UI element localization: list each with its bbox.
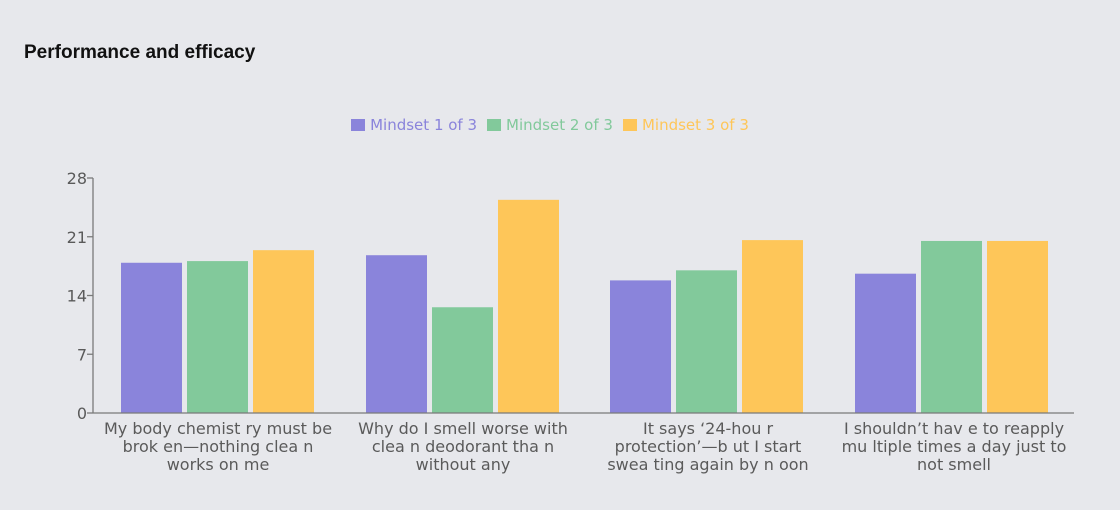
y-tick-label: 14	[67, 287, 87, 306]
legend-label-mindset-2: Mindset 2 of 3	[506, 116, 613, 134]
x-tick-label-1: My body chemist ry must be brok en—nothi…	[103, 419, 333, 474]
legend-item-mindset-2[interactable]: Mindset 2 of 3	[487, 116, 613, 134]
bar-series-2-category-4[interactable]	[921, 240, 982, 413]
bar-series-2-category-3[interactable]	[676, 270, 737, 413]
bar-series-1-category-3[interactable]	[610, 280, 671, 413]
bar-series-1-category-2[interactable]	[366, 255, 427, 413]
y-axis: 0 7 14 21 28	[67, 169, 93, 423]
legend-item-mindset-3[interactable]: Mindset 3 of 3	[622, 116, 749, 134]
legend-item-mindset-1[interactable]: Mindset 1 of 3	[351, 116, 477, 134]
legend-swatch-mindset-1	[351, 119, 366, 131]
bar-series-2-category-2[interactable]	[432, 307, 493, 413]
x-tick-label-3: It says ‘24-hou r protection’—b ut I sta…	[607, 419, 809, 474]
legend-label-mindset-3: Mindset 3 of 3	[641, 116, 749, 134]
bar-series-3-category-2[interactable]	[498, 199, 559, 413]
page-title: Performance and efficacy	[24, 42, 256, 63]
bar-series-3-category-1[interactable]	[253, 250, 314, 413]
x-tick-label-2: Why do I smell worse with clea n deodora…	[358, 419, 568, 474]
chart-legend: Mindset 1 of 3 Mindset 2 of 3 Mindset 3 …	[0, 116, 1100, 134]
bar-series-3-category-4[interactable]	[987, 240, 1048, 413]
bar-series-1-category-1[interactable]	[121, 262, 182, 413]
legend-label-mindset-1: Mindset 1 of 3	[370, 116, 478, 134]
x-tick-label-4: I shouldn’t hav e to reapply mu ltiple t…	[841, 419, 1067, 474]
y-tick-label: 28	[67, 169, 87, 188]
y-tick-label: 0	[77, 404, 87, 423]
bars	[121, 199, 1048, 413]
bar-series-1-category-4[interactable]	[855, 273, 916, 413]
y-tick-label: 7	[77, 345, 87, 364]
legend-swatch-mindset-2	[487, 119, 502, 131]
y-tick-label: 21	[67, 228, 87, 247]
bar-series-3-category-3[interactable]	[742, 240, 803, 413]
bar-series-2-category-1[interactable]	[187, 261, 248, 413]
legend-swatch-mindset-3	[622, 119, 637, 131]
